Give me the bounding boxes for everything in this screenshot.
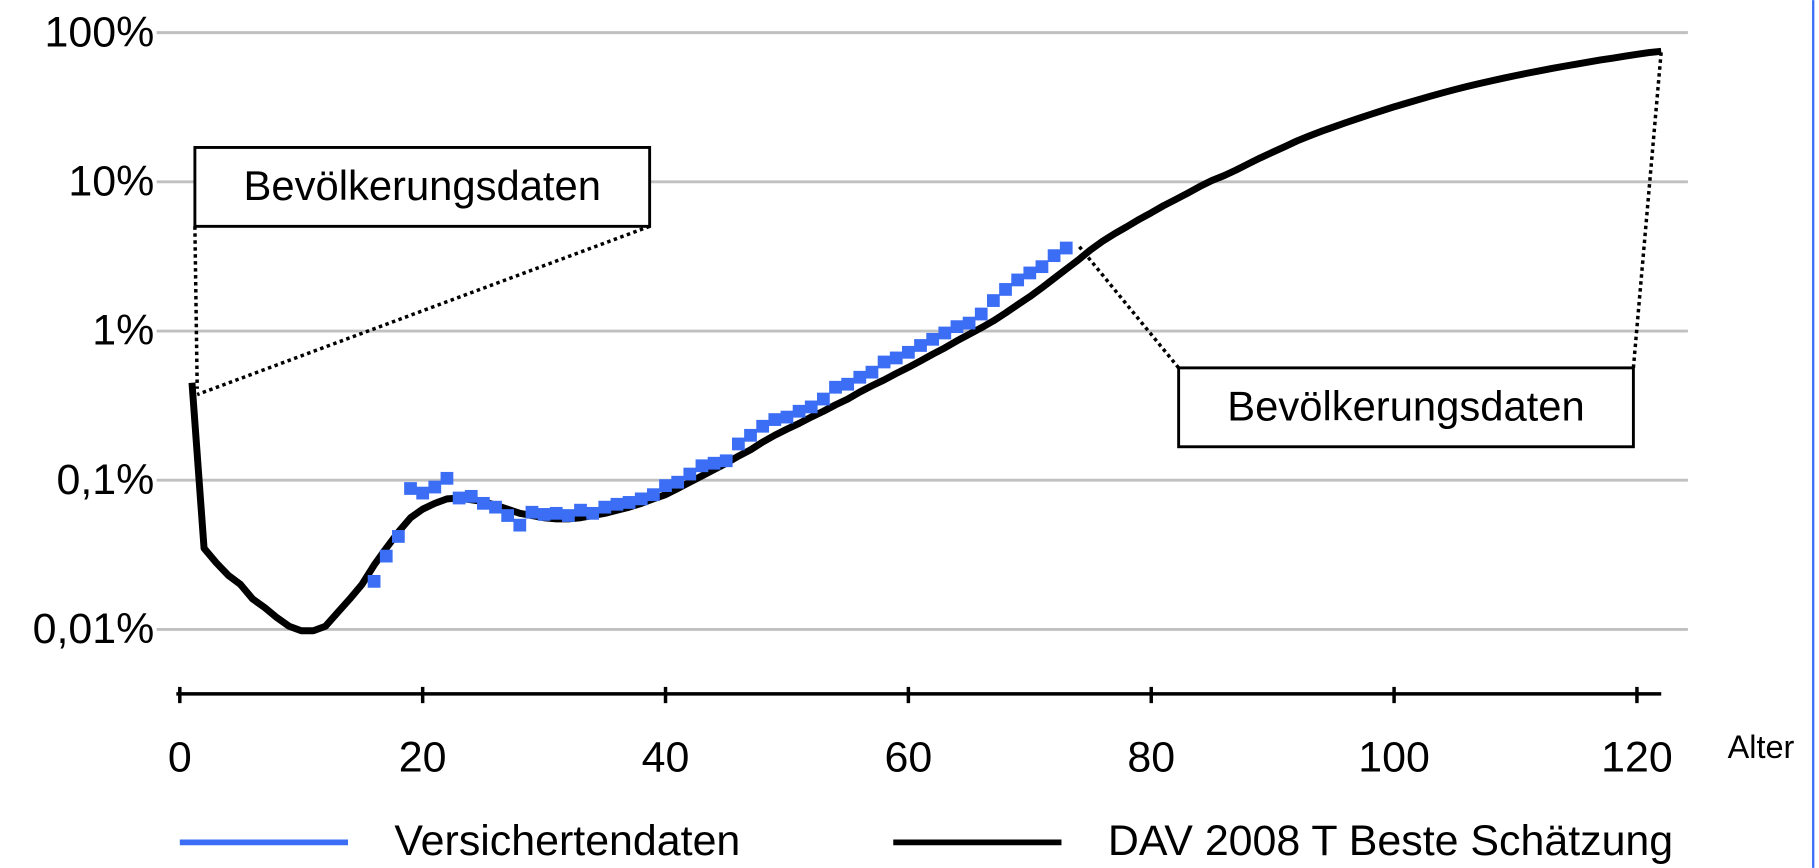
annotation-text: Bevölkerungsdaten <box>1227 383 1584 430</box>
data-point <box>513 518 527 532</box>
data-point <box>452 491 466 505</box>
data-point <box>659 479 672 493</box>
data-point <box>914 339 927 352</box>
data-point <box>744 428 757 442</box>
data-point <box>950 320 964 334</box>
data-point <box>598 500 612 514</box>
x-tick-label: 120 <box>1601 733 1673 781</box>
data-point <box>367 574 381 588</box>
x-tick-label: 100 <box>1358 733 1430 781</box>
data-point <box>889 351 903 365</box>
data-point <box>646 488 660 502</box>
data-point <box>707 456 721 470</box>
data-point <box>428 480 442 494</box>
data-point <box>489 500 502 514</box>
data-point <box>829 380 842 394</box>
annotation-box <box>1177 366 1635 449</box>
data-point <box>804 400 818 414</box>
data-point <box>731 437 745 451</box>
data-point <box>1035 260 1049 274</box>
data-point <box>562 509 575 522</box>
data-point <box>999 283 1012 296</box>
x-tick-label: 20 <box>399 733 447 781</box>
data-point <box>404 482 417 495</box>
data-point <box>379 549 393 563</box>
x-axis-label: Alter <box>1728 729 1795 765</box>
data-point <box>477 496 490 510</box>
x-tick-label: 0 <box>168 733 192 781</box>
data-point <box>671 475 685 489</box>
data-point <box>574 503 587 517</box>
data-point <box>768 413 782 426</box>
data-point <box>938 326 952 340</box>
annotation-leader <box>1077 244 1180 369</box>
data-point <box>986 294 1000 307</box>
data-point <box>962 316 976 330</box>
data-point <box>695 459 709 473</box>
data-point <box>780 410 794 424</box>
data-point <box>792 404 806 418</box>
data-point <box>1059 241 1073 255</box>
x-tick-label: 80 <box>1127 733 1175 781</box>
data-point <box>877 355 891 369</box>
data-point <box>865 365 879 379</box>
data-point <box>622 496 636 509</box>
data-point <box>1047 249 1061 263</box>
data-point <box>501 509 515 522</box>
data-point <box>586 506 600 520</box>
data-point <box>549 506 563 520</box>
data-point <box>1011 273 1025 287</box>
data-point <box>525 505 539 519</box>
y-tick-label: 0,1% <box>56 456 154 504</box>
data-line <box>188 47 1662 635</box>
data-point <box>853 370 867 384</box>
legend-label: DAV 2008 T Beste Schätzung <box>1108 817 1673 865</box>
data-point <box>440 471 454 485</box>
y-tick-label: 100% <box>45 8 155 56</box>
annotation-text: Bevölkerungsdaten <box>244 162 601 209</box>
annotation-box <box>193 146 652 228</box>
y-tick-label: 0,01% <box>33 605 155 653</box>
x-tick-label: 40 <box>642 733 690 781</box>
data-point <box>392 530 405 543</box>
annotation-leader <box>1631 51 1663 369</box>
data-point <box>841 377 855 391</box>
data-point <box>974 307 988 321</box>
legend-label: Versichertendaten <box>394 817 740 865</box>
data-point <box>1023 266 1037 280</box>
data-point <box>416 486 430 500</box>
data-point <box>719 454 733 468</box>
data-point <box>464 489 478 503</box>
data-point <box>610 497 624 511</box>
data-point <box>901 345 915 359</box>
data-point <box>926 332 940 346</box>
annotation-leader <box>193 226 199 389</box>
data-point <box>756 419 770 433</box>
x-tick-label: 60 <box>885 733 933 781</box>
annotation-leader <box>196 224 651 397</box>
y-tick-label: 1% <box>92 307 154 355</box>
data-point <box>683 467 697 481</box>
data-point <box>634 492 648 506</box>
data-point <box>816 392 830 406</box>
y-tick-label: 10% <box>68 157 154 205</box>
data-point <box>537 508 551 521</box>
